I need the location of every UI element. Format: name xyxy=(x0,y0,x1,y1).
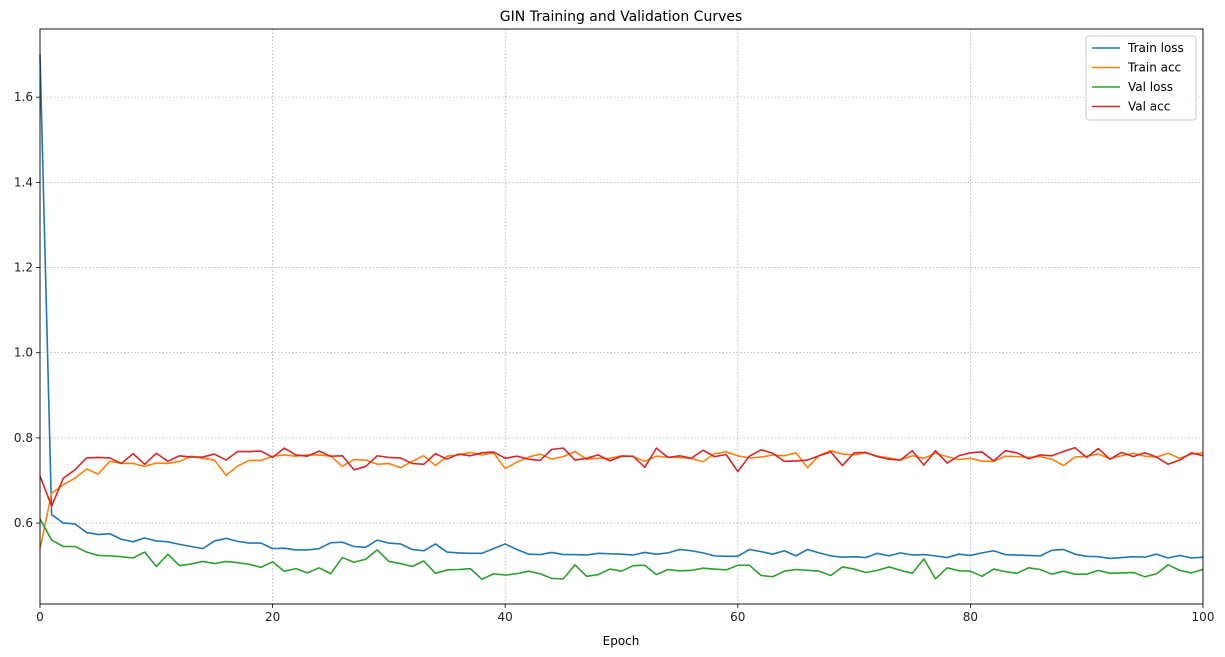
legend-label-train-acc: Train acc xyxy=(1127,61,1181,75)
grid xyxy=(39,29,1204,604)
x-tick-label: 40 xyxy=(498,610,513,624)
legend-label-val-acc: Val acc xyxy=(1128,100,1170,114)
x-tick-label: 60 xyxy=(730,610,745,624)
series-line-train-loss xyxy=(39,54,1204,560)
legend-box xyxy=(1085,35,1197,121)
legend-label-val-loss: Val loss xyxy=(1128,80,1173,94)
legend: Train loss Train acc Val loss Val acc xyxy=(1085,35,1197,121)
y-tick-label: 0.8 xyxy=(14,431,33,445)
legend-label-train-loss: Train loss xyxy=(1127,41,1184,55)
x-tick-label: 80 xyxy=(963,610,978,624)
x-tick-label: 100 xyxy=(1192,610,1215,624)
x-axis-label: Epoch xyxy=(603,634,640,648)
y-tick-label: 1.6 xyxy=(14,90,33,104)
y-tick-label: 1.4 xyxy=(14,175,33,189)
chart-title: GIN Training and Validation Curves xyxy=(500,9,743,25)
x-tick-label: 20 xyxy=(265,610,280,624)
series-line-val-loss xyxy=(39,518,1204,581)
y-tick-label: 0.6 xyxy=(14,516,33,530)
series-line-val-acc xyxy=(39,446,1204,507)
y-axis: 0.6 0.8 1.0 1.2 1.4 1.6 xyxy=(14,90,40,530)
y-tick-label: 1.0 xyxy=(14,346,33,360)
x-tick-label: 0 xyxy=(36,610,44,624)
plot-frame xyxy=(39,28,1204,605)
series-lines xyxy=(39,54,1204,581)
x-axis: 0 20 40 60 80 100 xyxy=(36,604,1214,624)
y-tick-label: 1.2 xyxy=(14,261,33,275)
